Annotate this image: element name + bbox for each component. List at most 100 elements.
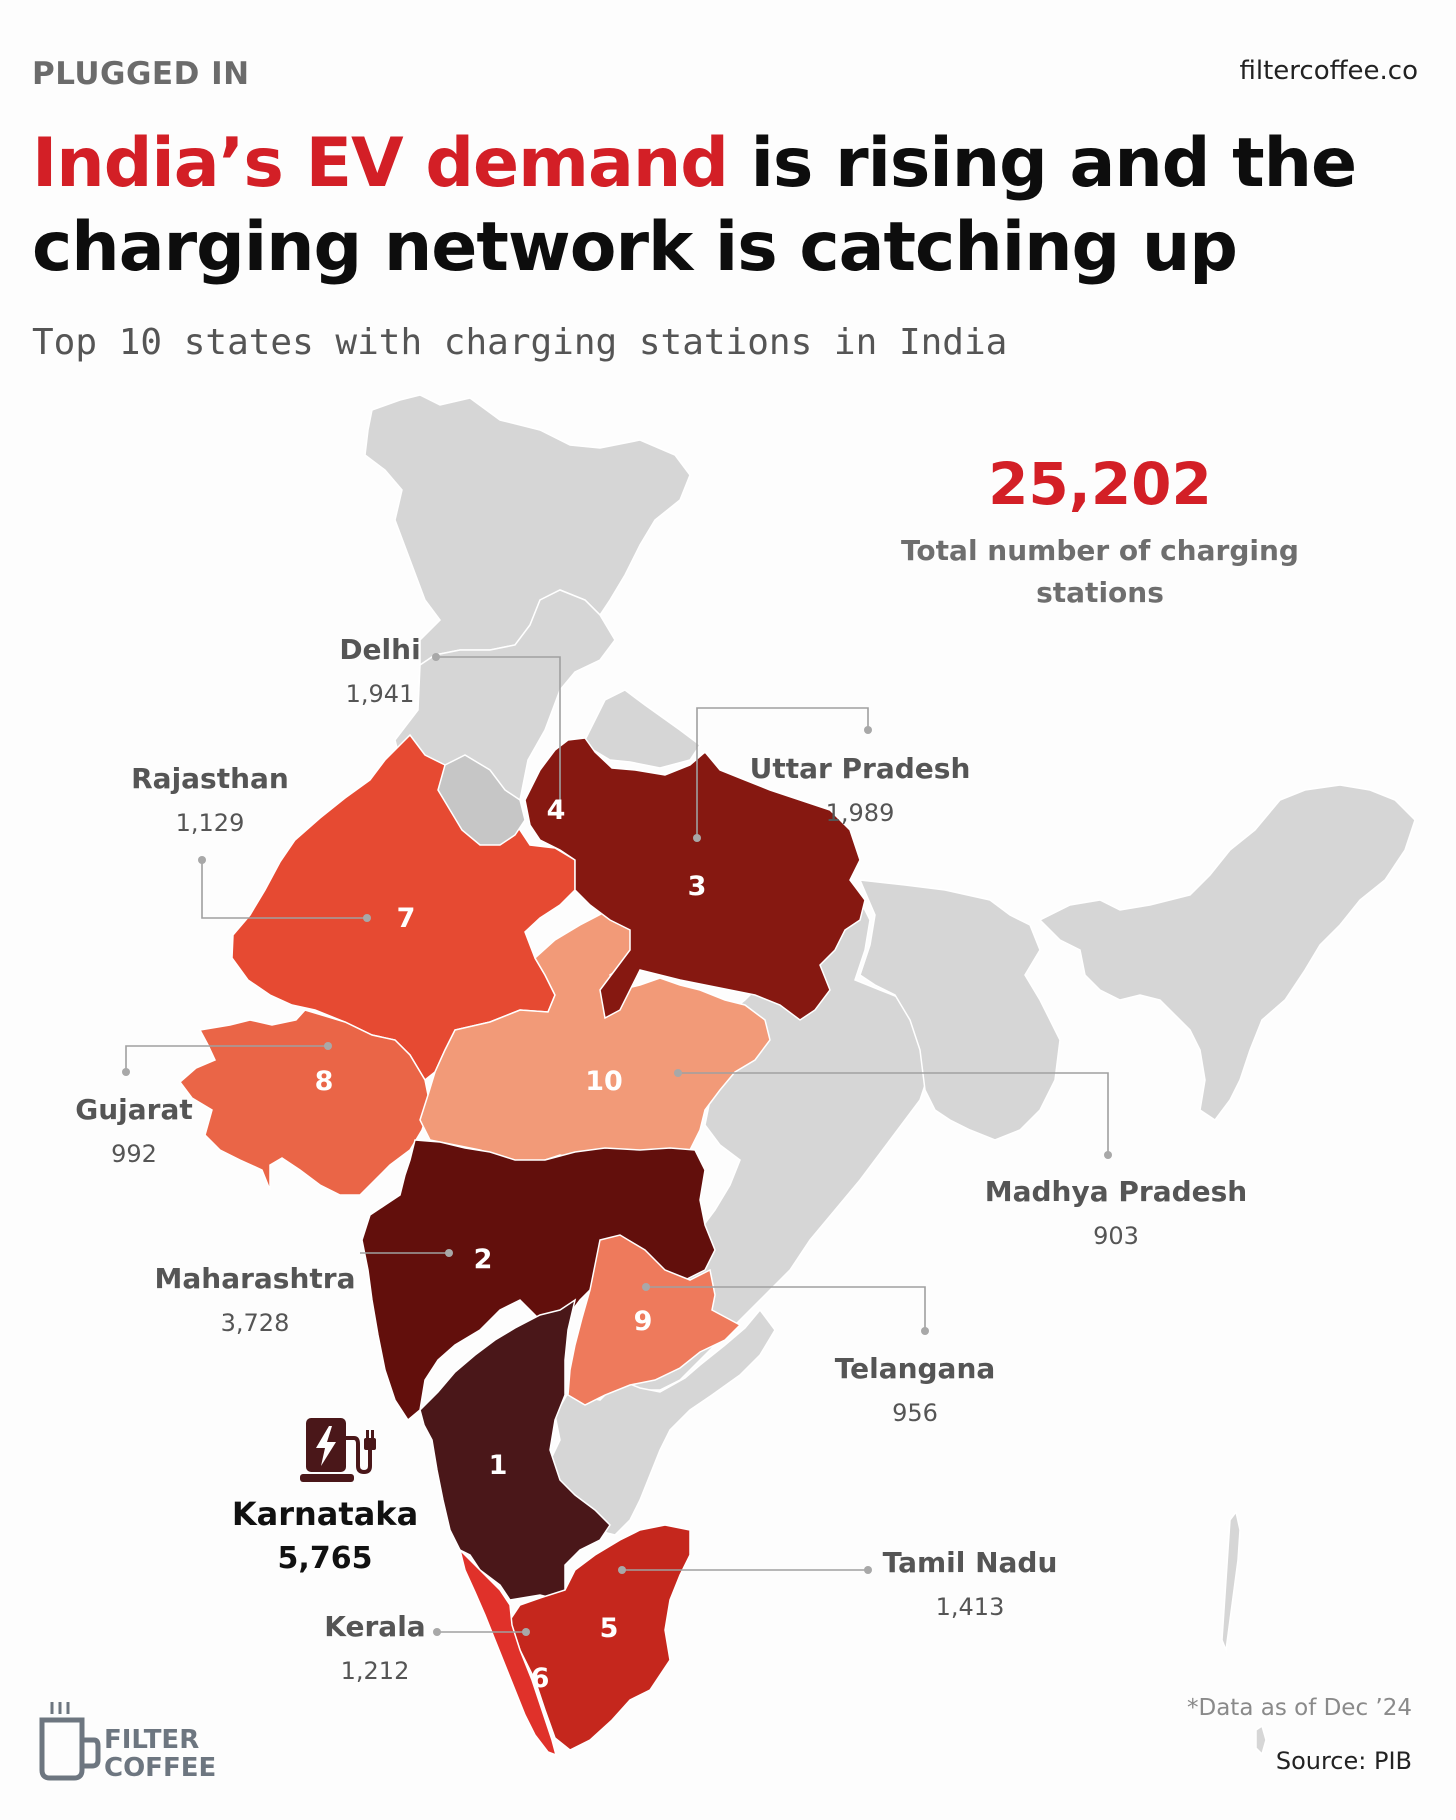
leader-delhi [436, 656, 561, 805]
leader-dot [432, 653, 440, 661]
rank-uttar-pradesh: 3 [688, 871, 707, 902]
rank-madhya-pradesh: 10 [585, 1066, 623, 1097]
rank-karnataka: 1 [489, 1450, 508, 1481]
leader-dot [198, 856, 206, 864]
state-value: 1,989 [825, 799, 895, 827]
leader-dot [674, 1069, 682, 1077]
leader-dot [1104, 1151, 1112, 1159]
state-name: Kerala [324, 1610, 426, 1643]
leader-dot [433, 1628, 441, 1636]
label-gujarat: Gujarat 992 [54, 1093, 214, 1168]
region-bihar-jharkhand-bengal [858, 879, 1061, 1141]
charger-cable [346, 1436, 372, 1475]
label-madhya-pradesh: Madhya Pradesh 903 [966, 1175, 1266, 1250]
rank-delhi: 4 [547, 795, 566, 826]
state-karnataka[interactable] [419, 1298, 611, 1601]
state-kerala[interactable] [458, 1547, 558, 1757]
rank-kerala: 6 [531, 1663, 550, 1694]
state-value: 1,413 [935, 1593, 1005, 1621]
state-name: Uttar Pradesh [749, 752, 971, 785]
leader-dot [921, 1327, 929, 1335]
state-name: Telangana [834, 1352, 996, 1385]
leader-dot [122, 1068, 130, 1076]
leader-dot [363, 914, 371, 922]
state-value: 992 [111, 1140, 157, 1168]
brand-line-2: COFFEE [104, 1753, 217, 1783]
headline-accent: India’s EV demand [32, 124, 729, 203]
state-gujarat[interactable] [178, 1009, 431, 1196]
leader-dot [864, 1566, 872, 1574]
state-value: 1,129 [175, 809, 245, 837]
leader-dot [522, 1628, 530, 1636]
region-north [364, 394, 691, 667]
rank-tamil-nadu: 5 [600, 1613, 619, 1644]
state-value: 1,941 [345, 680, 415, 708]
state-name: Tamil Nadu [882, 1546, 1058, 1579]
headline: India’s EV demand is rising and the char… [32, 122, 1432, 290]
charger-prong [371, 1430, 374, 1439]
subtitle: Top 10 states with charging stations in … [32, 322, 1008, 363]
state-name: Gujarat [75, 1093, 193, 1126]
brand-logo-text: FILTER COFFEE [104, 1726, 216, 1782]
total-stations-value: 25,202 [988, 450, 1212, 518]
charger-bolt [316, 1426, 336, 1466]
state-name: Karnataka [231, 1495, 419, 1533]
state-name: Rajasthan [131, 762, 289, 795]
state-name: Madhya Pradesh [984, 1175, 1248, 1208]
cup-handle [82, 1737, 101, 1769]
label-rajasthan: Rajasthan 1,129 [120, 762, 300, 837]
rank-telangana: 9 [634, 1306, 653, 1337]
leader-telangana [646, 1286, 926, 1331]
cup-body [39, 1717, 85, 1781]
leader-dot [864, 726, 872, 734]
rank-maharashtra: 2 [474, 1244, 493, 1275]
charger-base [300, 1474, 354, 1482]
state-value: 903 [1093, 1222, 1139, 1250]
region-uttarakhand [584, 689, 702, 769]
data-note: *Data as of Dec ’24 [1187, 1695, 1412, 1721]
leader-dot [642, 1283, 650, 1291]
coffee-cup-icon [39, 1702, 101, 1781]
state-value: 5,765 [277, 1541, 373, 1576]
state-value: 1,212 [340, 1657, 410, 1685]
site-url[interactable]: filtercoffee.co [1239, 56, 1418, 86]
source-text: Source: PIB [1275, 1747, 1412, 1775]
region-nicobar [1255, 1724, 1267, 1756]
label-delhi: Delhi 1,941 [300, 633, 460, 708]
total-stations-caption: Total number of charging stations [901, 534, 1299, 609]
leader-dot [445, 1249, 453, 1257]
leader-rajasthan [201, 860, 367, 919]
brand-line-1: FILTER [104, 1725, 200, 1755]
leader-gujarat [125, 1045, 328, 1072]
leader-dot [618, 1566, 626, 1574]
ev-charger-icon [300, 1418, 376, 1482]
rank-gujarat: 8 [315, 1066, 334, 1097]
charger-plug [364, 1438, 376, 1450]
ranked-states [178, 733, 866, 1757]
leader-dot [693, 834, 701, 842]
kicker: PLUGGED IN [32, 56, 250, 92]
region-northeast [1038, 784, 1416, 1122]
state-telangana[interactable] [567, 1234, 742, 1406]
charger-prong [366, 1430, 369, 1439]
leader-uttar-pradesh [696, 707, 869, 838]
state-value: 956 [892, 1399, 938, 1427]
leader-dots [122, 653, 1112, 1636]
region-andaman [1221, 1510, 1241, 1653]
state-value: 3,728 [220, 1309, 290, 1337]
label-karnataka: Karnataka 5,765 [220, 1495, 430, 1576]
rank-numbers: 1 2 3 4 5 6 7 8 9 10 [315, 795, 707, 1694]
label-tamil-nadu: Tamil Nadu 1,413 [870, 1546, 1070, 1621]
label-kerala: Kerala 1,212 [295, 1610, 455, 1685]
headline-rest: is rising and the charging network is ca… [32, 124, 1357, 287]
leader-dot [324, 1042, 332, 1050]
state-name: Delhi [339, 633, 421, 666]
state-name: Maharashtra [154, 1262, 356, 1295]
state-delhi-ncr[interactable] [437, 754, 526, 846]
state-uttar-pradesh[interactable] [524, 737, 866, 1021]
leader-madhya-pradesh [678, 1072, 1109, 1155]
label-maharashtra: Maharashtra 3,728 [140, 1262, 370, 1337]
label-telangana: Telangana 956 [810, 1352, 1020, 1427]
rank-rajasthan: 7 [397, 903, 416, 934]
